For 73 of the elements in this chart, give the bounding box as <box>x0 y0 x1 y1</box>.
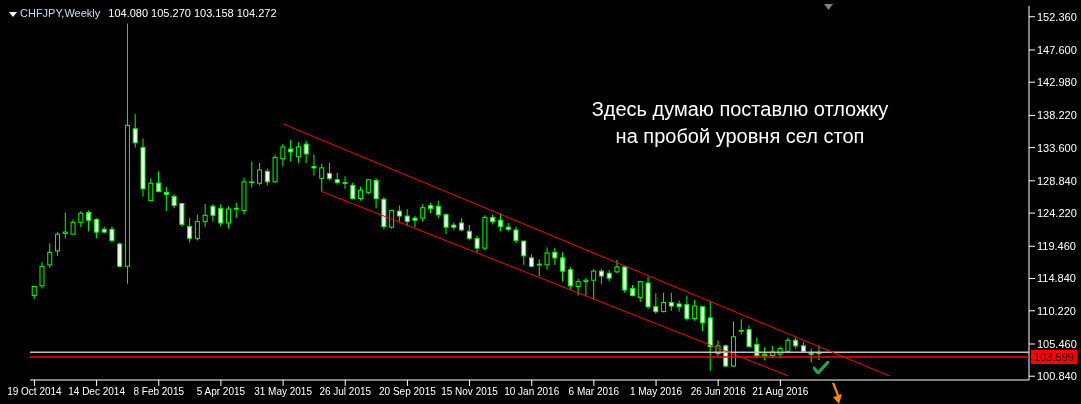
candlestick <box>132 113 138 149</box>
candlestick <box>692 299 698 322</box>
x-tick-label: 15 Nov 2015 <box>441 386 499 398</box>
candlestick <box>567 266 573 291</box>
x-tick-label: 26 Jul 2015 <box>319 386 372 398</box>
candlestick <box>645 276 651 310</box>
candlestick <box>218 203 224 227</box>
candlestick <box>288 139 294 163</box>
candlestick <box>117 242 123 268</box>
candlestick <box>591 268 597 301</box>
y-tick-label: 100.840 <box>1037 370 1077 383</box>
candlestick <box>622 265 628 294</box>
candlestick <box>187 217 193 244</box>
candlestick <box>653 292 659 315</box>
candlestick <box>249 161 255 188</box>
x-tick-label: 1 May 2016 <box>629 386 683 398</box>
candlestick <box>699 305 705 332</box>
ref-line-label: 103.599 <box>1034 350 1074 363</box>
candlestick <box>319 163 325 193</box>
candlestick <box>280 143 286 167</box>
candlestick <box>55 231 61 257</box>
x-tick-label: 14 Dec 2014 <box>68 386 126 398</box>
candlestick <box>39 261 45 290</box>
candlestick <box>684 295 690 322</box>
candlestick <box>62 212 68 239</box>
candlestick <box>202 203 208 227</box>
x-tick-label: 20 Sep 2015 <box>379 386 437 398</box>
chart-title: CHFJPY,Weekly <box>20 7 101 19</box>
candlestick <box>583 277 589 297</box>
candlestick <box>373 177 379 209</box>
x-tick-label: 10 Jan 2016 <box>504 386 560 398</box>
candlestick <box>257 162 263 186</box>
x-tick-label: 8 Feb 2015 <box>133 386 185 398</box>
candlestick <box>738 318 744 336</box>
candlestick <box>303 140 309 164</box>
candlestick <box>210 203 216 223</box>
annotation: Здесь думаю поставлю отложку на пробой уровня сел стоп <box>590 97 890 149</box>
candlestick <box>342 175 348 190</box>
candlestick <box>163 186 169 212</box>
y-tick-label: 105.460 <box>1037 337 1077 350</box>
x-tick-label: 19 Oct 2014 <box>7 386 63 398</box>
y-tick-label: 133.600 <box>1037 141 1077 154</box>
candlestick <box>86 209 92 232</box>
y-tick-label: 152.360 <box>1037 10 1077 23</box>
y-tick-label: 124.220 <box>1037 207 1077 219</box>
x-tick-label: 31 May 2015 <box>254 386 313 398</box>
candlestick <box>560 251 566 283</box>
x-tick-label: 5 Apr 2015 <box>196 386 246 398</box>
y-tick-label: 128.840 <box>1037 174 1077 187</box>
y-tick-label: 142.980 <box>1037 76 1077 89</box>
y-tick-label: 147.600 <box>1037 43 1077 56</box>
candlestick <box>575 278 581 297</box>
y-tick-label: 114.840 <box>1037 272 1076 285</box>
candlestick <box>93 217 99 239</box>
candlestick <box>521 239 527 266</box>
candlestick <box>497 212 503 232</box>
x-tick-label: 21 Aug 2016 <box>752 386 809 398</box>
y-tick-label: 110.220 <box>1037 304 1076 317</box>
y-tick-label: 138.220 <box>1037 109 1077 122</box>
chart-subtitle: 104.080 105.270 103.158 104.272 <box>108 7 277 19</box>
candlestick <box>544 246 550 271</box>
y-tick-label: 119.460 <box>1037 240 1076 253</box>
candlestick <box>668 292 674 312</box>
candlestick <box>295 141 301 164</box>
candlestick <box>47 242 53 269</box>
candlestick <box>225 205 231 230</box>
candlestick <box>676 299 682 313</box>
candlestick <box>311 154 317 177</box>
candlestick <box>443 212 449 235</box>
x-tick-label: 26 Jun 2016 <box>690 386 747 398</box>
candlestick <box>412 215 418 228</box>
candlestick <box>194 214 200 241</box>
x-tick-label: 6 Mar 2016 <box>568 386 620 398</box>
